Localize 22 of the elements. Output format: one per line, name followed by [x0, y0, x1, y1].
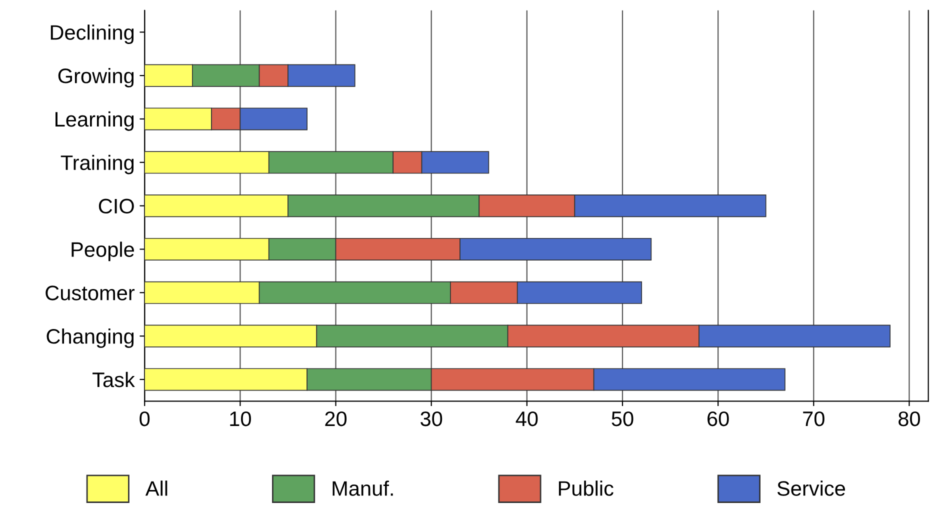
x-tick-label: 40	[516, 411, 538, 426]
y-tick-label: Learning	[56, 111, 134, 131]
x-tick-label: 10	[230, 411, 251, 426]
y-tick-label: People	[72, 242, 134, 262]
y-tick-label: Task	[92, 372, 135, 388]
y-tick-label: CIO	[98, 198, 134, 214]
y-tick-label: Changing	[46, 328, 134, 348]
y-tick-label: Growing	[58, 68, 134, 88]
y-tick-label: Declining	[50, 24, 134, 44]
y-tick-label: Training	[60, 154, 134, 174]
x-tick-label: 0	[140, 411, 150, 426]
x-tick-label: 50	[612, 411, 634, 426]
x-tick-label: 30	[420, 411, 442, 426]
legend-label: Public	[558, 480, 614, 496]
x-tick-label: 70	[803, 411, 824, 426]
legend-label: All	[145, 480, 168, 496]
legend-label: Manuf.	[332, 480, 393, 496]
y-tick-label: Customer	[46, 286, 135, 300]
x-tick-label: 20	[325, 411, 347, 426]
x-tick-label: 80	[898, 411, 920, 426]
legend-label: Service	[777, 480, 846, 496]
x-tick-label: 60	[708, 411, 729, 426]
